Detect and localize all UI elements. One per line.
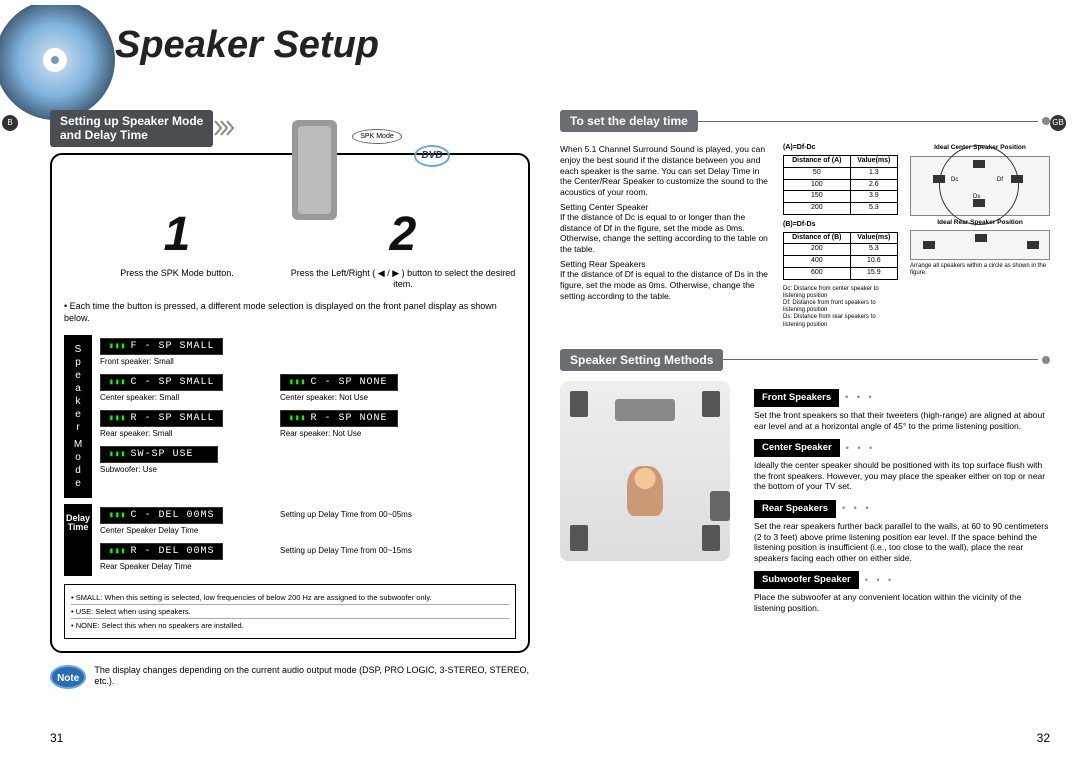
lcd-sw: ▮▮▮SW-SP USE <box>100 446 218 463</box>
side-rdel: Setting up Delay Time from 00~15ms <box>280 542 412 555</box>
desc-sw: Subwoofer: Use <box>100 465 270 474</box>
step-1-text: Press the SPK Mode button. <box>64 268 290 280</box>
tableA-caption: (A)=Df-Dc <box>783 144 898 153</box>
page-number-right: 32 <box>1037 731 1050 745</box>
note-none: • NONE: Select this when no speakers are… <box>71 619 509 632</box>
desc-cdel: Center Speaker Delay Time <box>100 526 270 535</box>
front-speakers-header: Front Speakers <box>754 389 839 407</box>
left-page: Setting up Speaker Mode and Delay Time S… <box>50 110 530 689</box>
note-bubble-label: Note <box>50 665 86 689</box>
page-number-left: 31 <box>50 731 63 745</box>
delay-tables-col: (A)=Df-Dc Distance of (A)Value(ms) 501.3… <box>783 144 898 328</box>
desc-csp-none: Center speaker: Not Use <box>280 393 450 402</box>
methods-header-label: Speaker Setting Methods <box>560 349 723 371</box>
main-box: SPK Mode DVD 1 Press the SPK Mode button… <box>50 153 530 653</box>
dots-icon: • • • <box>845 392 874 403</box>
table-a: Distance of (A)Value(ms) 501.3 1002.6 15… <box>783 155 898 215</box>
page-title: Speaker Setup <box>115 24 379 67</box>
set-rear-t: If the distance of Df is equal to the di… <box>560 269 771 301</box>
region-badge-right: GB <box>1050 115 1066 131</box>
center-speaker-text: Ideally the center speaker should be pos… <box>754 460 1050 492</box>
delay-header-label: To set the delay time <box>560 110 698 132</box>
spk-mode-label: SPK Mode <box>352 129 402 144</box>
table-b: Distance of (B)Value(ms) 2005.3 40010.6 … <box>783 232 898 280</box>
dots-icon: • • • <box>846 443 875 454</box>
right-page: To set the delay time When 5.1 Channel S… <box>560 110 1050 614</box>
note-use: • USE: Select when using speakers. <box>71 605 509 619</box>
desc-rdel: Rear Speaker Delay Time <box>100 562 270 571</box>
step-1-number: 1 <box>64 207 290 262</box>
methods-text-col: Front Speakers • • • Set the front speake… <box>754 381 1050 613</box>
delay-text-col: When 5.1 Channel Surround Sound is playe… <box>560 144 771 328</box>
desc-csp: Center speaker: Small <box>100 393 270 402</box>
desc-rsp: Rear speaker: Small <box>100 429 270 438</box>
notes-box: • SMALL: When this setting is selected, … <box>64 584 516 639</box>
remote-control-image <box>292 120 337 220</box>
dots-icon: • • • <box>865 575 894 586</box>
note-small: • SMALL: When this setting is selected, … <box>71 591 509 605</box>
note-bubble-text: The display changes depending on the cur… <box>94 665 530 688</box>
set-center-t: If the distance of Dc is equal to or lon… <box>560 212 771 255</box>
lcd-rsp-none: ▮▮▮R - SP NONE <box>280 410 398 427</box>
region-badge-left: B <box>2 115 18 131</box>
lcd-rsp: ▮▮▮R - SP SMALL <box>100 410 223 427</box>
desc-fsp: Front speaker: Small <box>100 357 270 366</box>
lcd-cdel: ▮▮▮C - DEL 00MS <box>100 507 223 524</box>
legend-ds: Ds: Distance from rear speakers to liste… <box>783 314 898 328</box>
legend-dc: Dc: Distance from center speaker to list… <box>783 286 898 300</box>
front-speakers-text: Set the front speakers so that their twe… <box>754 410 1050 431</box>
lcd-rdel: ▮▮▮R - DEL 00MS <box>100 543 223 560</box>
delay-intro: When 5.1 Channel Surround Sound is playe… <box>560 144 771 197</box>
section-title-l2: and Delay Time <box>60 128 148 142</box>
chevron-icon <box>213 119 237 137</box>
diagram-note: Arrange all speakers within a circle as … <box>910 263 1050 277</box>
center-position-diagram: Dc Df Ds <box>910 156 1050 216</box>
legend-df: Df: Distance from front speakers to list… <box>783 300 898 314</box>
speaker-mode-vertical-label: Speaker Mode <box>64 335 92 498</box>
delay-header-bar: To set the delay time <box>560 110 1050 132</box>
subwoofer-text: Place the subwoofer at any convenient lo… <box>754 592 1050 613</box>
subwoofer-header: Subwoofer Speaker <box>754 571 859 589</box>
center-speaker-header: Center Speaker <box>754 439 840 457</box>
lcd-fsp: ▮▮▮F - SP SMALL <box>100 338 223 355</box>
diagram-col: Ideal Center Speaker Position Dc Df Ds I… <box>910 144 1050 328</box>
side-cdel: Setting up Delay Time from 00~05ms <box>280 506 412 519</box>
delay-time-vertical-label: DelayTime <box>64 504 92 576</box>
lcd-csp-none: ▮▮▮C - SP NONE <box>280 374 398 391</box>
step-2-text: Press the Left/Right ( ◀ / ▶ ) button to… <box>290 268 516 291</box>
rear-position-diagram <box>910 230 1050 260</box>
methods-header-bar: Speaker Setting Methods <box>560 349 1050 371</box>
room-setup-image <box>560 381 740 581</box>
set-rear-h: Setting Rear Speakers <box>560 259 771 270</box>
rear-speakers-text: Set the rear speakers further back paral… <box>754 521 1050 564</box>
desc-rsp-none: Rear speaker: Not Use <box>280 429 450 438</box>
rear-speakers-header: Rear Speakers <box>754 500 836 518</box>
dots-icon: • • • <box>842 503 871 514</box>
set-center-h: Setting Center Speaker <box>560 202 771 213</box>
step-1: 1 Press the SPK Mode button. <box>64 207 290 291</box>
section-header-left: Setting up Speaker Mode and Delay Time <box>50 110 530 147</box>
section-title-l1: Setting up Speaker Mode <box>60 114 203 128</box>
dvd-badge: DVD <box>414 145 450 167</box>
note-bubble: Note The display changes depending on th… <box>50 665 530 689</box>
mode-bullet: Each time the button is pressed, a diffe… <box>64 301 516 324</box>
tableB-caption: (B)=Df-Ds <box>783 221 898 230</box>
lcd-csp: ▮▮▮C - SP SMALL <box>100 374 223 391</box>
